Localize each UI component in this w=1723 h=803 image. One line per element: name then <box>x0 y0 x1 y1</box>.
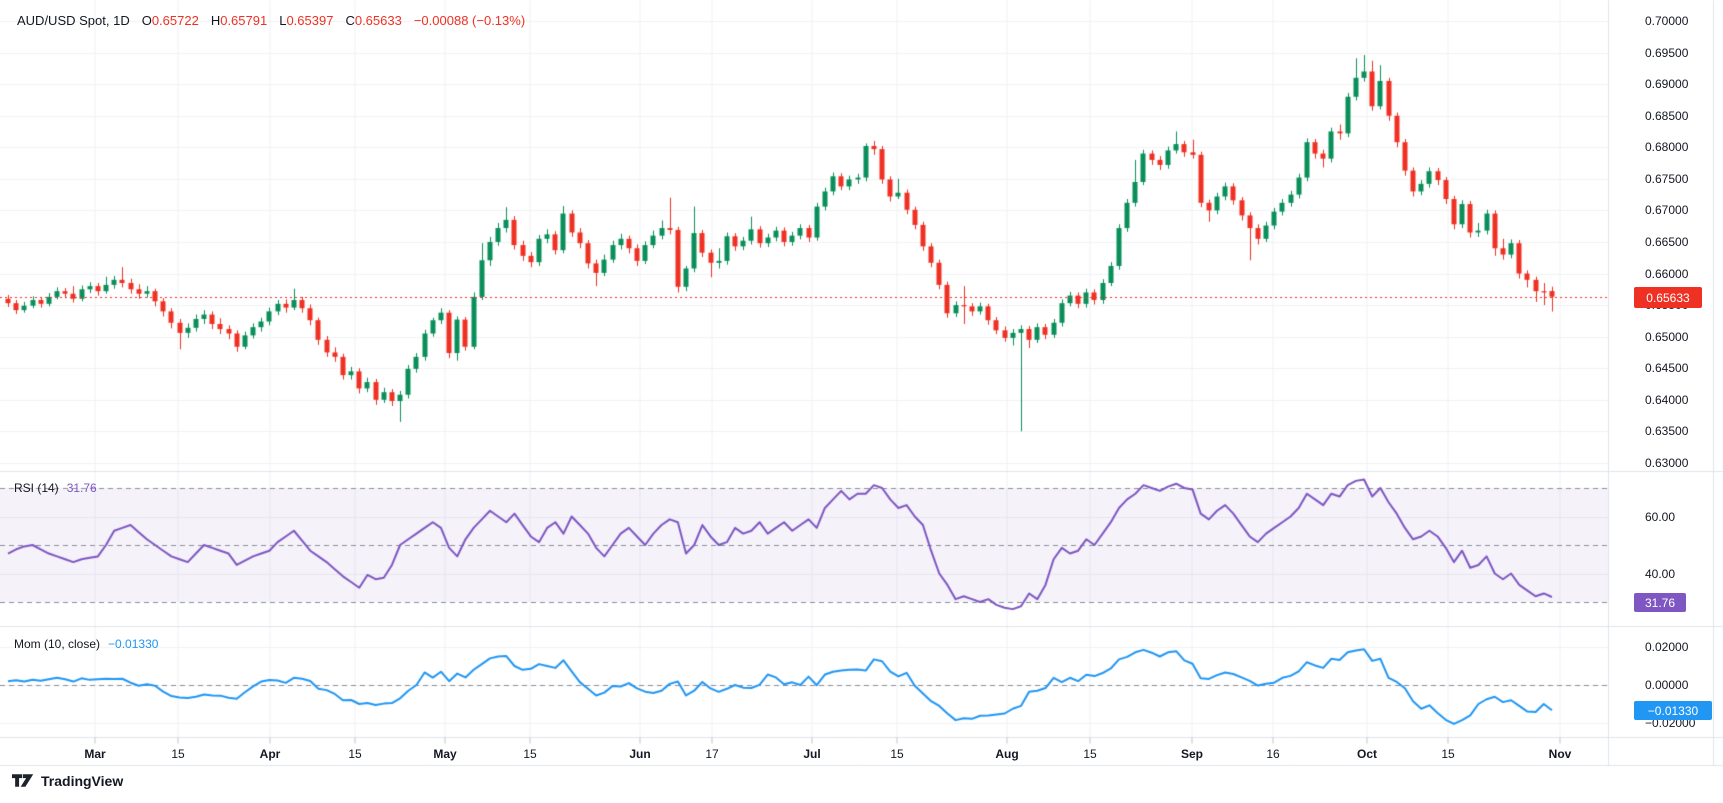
time-tick-label: 15 <box>1441 747 1455 761</box>
time-tick-label: 15 <box>890 747 904 761</box>
price-tick-label: 0.63000 <box>1645 455 1689 470</box>
price-tick-label: 0.67500 <box>1645 171 1689 186</box>
time-tick-label: 16 <box>1266 747 1280 761</box>
last-price-badge: 0.65633 <box>1634 287 1702 308</box>
time-tick-label: Jul <box>803 747 821 761</box>
price-tick-label: 0.65000 <box>1645 329 1689 344</box>
time-tick-label: 15 <box>523 747 537 761</box>
mom-tick-label: 0.00000 <box>1645 678 1689 692</box>
rsi-tick-label: 60.00 <box>1645 509 1676 524</box>
price-tick-label: 0.63500 <box>1645 424 1689 439</box>
rsi-tick-label: 40.00 <box>1645 566 1676 581</box>
tradingview-brand-text[interactable]: TradingView <box>41 772 124 789</box>
tradingview-logo-icon[interactable] <box>12 772 34 789</box>
price-tick-label: 0.69000 <box>1645 77 1689 92</box>
time-tick-label: Aug <box>995 747 1019 761</box>
tradingview-attribution: TradingView <box>12 772 123 789</box>
price-tick-label: 0.70000 <box>1645 14 1689 28</box>
price-tick-label: 0.66000 <box>1645 266 1689 281</box>
time-tick-label: Nov <box>1548 747 1572 761</box>
time-tick-label: Mar <box>84 747 106 761</box>
mom-tick-label: 0.02000 <box>1645 640 1689 654</box>
change-badge: −0.00088 (−0.13%) <box>413 13 526 28</box>
mom-value-badge: −0.01330 <box>1634 701 1712 720</box>
rsi-legend-title[interactable]: RSI (14) <box>14 481 59 495</box>
rsi-value-badge: 31.76 <box>1634 593 1686 612</box>
rsi-legend-value: 31.76 <box>66 481 97 495</box>
mom-legend-value: −0.01330 <box>108 637 159 651</box>
time-tick-label: 17 <box>705 747 719 761</box>
price-tick-label: 0.64500 <box>1645 361 1689 376</box>
time-tick-label: 15 <box>171 747 185 761</box>
symbol-title[interactable]: AUD/USD Spot, 1D <box>17 13 130 28</box>
mom-legend: Mom (10, close) −0.01330 <box>14 637 158 651</box>
ohlc-close: C0.65633 <box>345 13 402 28</box>
time-tick-label: Apr <box>259 747 281 761</box>
mom-legend-title[interactable]: Mom (10, close) <box>14 637 101 651</box>
time-tick-label: May <box>433 747 457 761</box>
price-tick-label: 0.64000 <box>1645 392 1689 407</box>
price-tick-label: 0.69500 <box>1645 45 1689 60</box>
time-tick-label: Oct <box>1356 747 1378 761</box>
price-tick-label: 0.68500 <box>1645 108 1689 123</box>
time-tick-label: 15 <box>1083 747 1097 761</box>
ohlc-high: H0.65791 <box>210 13 268 28</box>
time-tick-label: 15 <box>348 747 362 761</box>
symbol-legend: AUD/USD Spot, 1D O0.65722 H0.65791 L0.65… <box>17 13 525 28</box>
rsi-legend: RSI (14) 31.76 <box>14 481 97 495</box>
price-tick-label: 0.68000 <box>1645 140 1689 155</box>
ohlc-low: L0.65397 <box>279 13 334 28</box>
time-tick-label: Sep <box>1180 747 1204 761</box>
ohlc-open: O0.65722 <box>141 13 199 28</box>
price-tick-label: 0.66500 <box>1645 234 1689 249</box>
price-tick-label: 0.67000 <box>1645 203 1689 218</box>
time-tick-label: Jun <box>629 747 651 761</box>
